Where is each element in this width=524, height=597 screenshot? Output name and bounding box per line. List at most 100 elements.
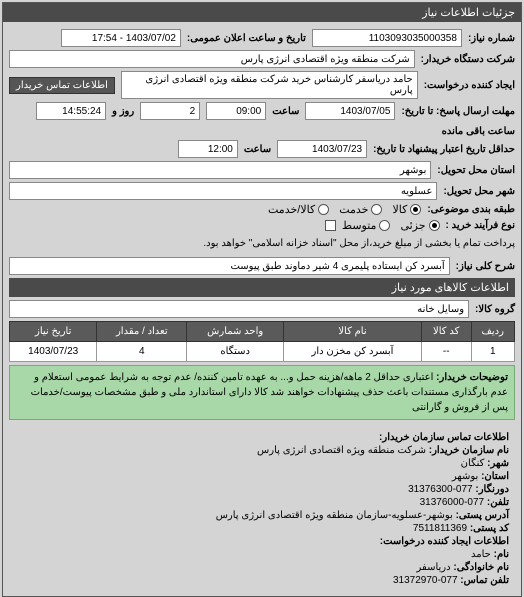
note-label: توضیحات خریدار: (436, 372, 508, 383)
info-key: نام خانوادگی: (453, 562, 509, 573)
contact-button[interactable]: اطلاعات تماس خریدار (9, 77, 115, 94)
info-value: دریاسفر (417, 562, 454, 573)
radio-icon (429, 220, 440, 231)
row-city: شهر محل تحویل: عسلویه (9, 182, 515, 200)
row-province: استان محل تحویل: بوشهر (9, 161, 515, 179)
creator-value: حامد دریاسفر کارشناس خرید شرکت منطقه ویژ… (121, 71, 418, 99)
info-value: حامد (471, 549, 494, 560)
row-creator: ایجاد کننده درخواست: حامد دریاسفر کارشنا… (9, 71, 515, 99)
info-key: آدرس پستی: (456, 510, 509, 521)
row-req-no: شماره نیاز: 1103093035000358 تاریخ و ساع… (9, 29, 515, 47)
panel-title: جزئیات اطلاعات نیاز (3, 3, 521, 22)
items-section-title: اطلاعات کالاهای مورد نیاز (9, 278, 515, 297)
creator-label: ایجاد کننده درخواست: (424, 80, 515, 91)
info-key: تلفن تماس: (460, 575, 509, 586)
province-value: بوشهر (9, 161, 431, 179)
info-value: بوشهر (452, 471, 481, 482)
proc-note: پرداخت تمام یا بخشی از مبلغ خرید،از محل … (203, 238, 515, 249)
proc-radio-group: جزئی متوسط (342, 219, 440, 232)
remain-days-label: روز و (112, 106, 134, 117)
info-line: شهر: کنگان (15, 458, 509, 469)
info-line: دورنگار: 077-31376300 (15, 484, 509, 495)
group-value: وسایل خانه (9, 300, 469, 318)
city-label: شهر محل تحویل: (443, 186, 515, 197)
deadline-label: مهلت ارسال پاسخ: تا تاریخ: (401, 106, 515, 117)
table-cell: -- (421, 342, 471, 362)
row-category: طبقه بندی موضوعی: کالا خدمت کالا/خدمت (9, 203, 515, 216)
deadline-time-label: ساعت (272, 106, 299, 117)
row-group: گروه کالا: وسایل خانه (9, 300, 515, 318)
items-table: ردیفکد کالانام کالاواحد شمارشتعداد / مقد… (9, 321, 515, 362)
info-key: تلفن: (487, 497, 509, 508)
radio-option[interactable]: کالا/خدمت (268, 203, 329, 216)
table-cell: 1403/07/23 (10, 342, 97, 362)
desc-value: آبسرد کن ایستاده پلیمری 4 شیر دماوند طبق… (9, 257, 450, 275)
remain-time: 14:55:24 (36, 102, 106, 120)
radio-icon (410, 204, 421, 215)
validity-label: حداقل تاریخ اعتبار پیشنهاد تا تاریخ: (373, 144, 515, 155)
info-line: کد پستی: 7511811369 (15, 523, 509, 534)
buyer-notes-box: توضیحات خریدار: اعتباری حداقل 2 ماهه/هزی… (9, 365, 515, 420)
radio-label: متوسط (342, 219, 377, 232)
info-line: استان: بوشهر (15, 471, 509, 482)
radio-label: کالا/خدمت (268, 203, 315, 216)
radio-label: جزئی (400, 219, 425, 232)
radio-option[interactable]: کالا (392, 203, 421, 216)
radio-option[interactable]: متوسط (342, 219, 391, 232)
table-header: کد کالا (421, 322, 471, 342)
deadline-date: 1403/07/05 (305, 102, 395, 120)
info-line: تلفن: 077-31376000 (15, 497, 509, 508)
buyer-value: شرکت منطقه ویژه اقتصادی انرژی پارس (9, 50, 415, 68)
group-label: گروه کالا: (475, 304, 515, 315)
table-header: نام کالا (284, 322, 422, 342)
table-cell: 4 (97, 342, 187, 362)
buyer-label: شرکت دستگاه خریدار: (421, 54, 515, 65)
info-line: آدرس پستی: بوشهر-عسلویه-سازمان منطقه ویژ… (15, 510, 509, 521)
radio-icon (318, 204, 329, 215)
table-row: 1--آبسرد کن مخزن داردستگاه41403/07/23 (10, 342, 515, 362)
announce-label: تاریخ و ساعت اعلان عمومی: (187, 33, 306, 44)
info-line: نام سازمان خریدار: شرکت منطقه ویژه اقتصا… (15, 445, 509, 456)
table-header: ردیف (471, 322, 514, 342)
row-deadline: مهلت ارسال پاسخ: تا تاریخ: 1403/07/05 سا… (9, 102, 515, 137)
contact-section: اطلاعات تماس سازمان خریدار: نام سازمان خ… (9, 426, 515, 592)
radio-label: کالا (392, 203, 407, 216)
panel-body: شماره نیاز: 1103093035000358 تاریخ و ساع… (3, 22, 521, 596)
announce-value: 1403/07/02 - 17:54 (61, 29, 181, 47)
req-no-label: شماره نیاز: (468, 33, 515, 44)
province-label: استان محل تحویل: (437, 165, 515, 176)
info-line: نام: حامد (15, 549, 509, 560)
info-value: 077-31376000 (420, 497, 487, 508)
treasury-checkbox[interactable] (325, 220, 336, 231)
info-value: بوشهر-عسلویه-سازمان منطقه ویژه اقتصادی ا… (216, 510, 456, 521)
remain-days: 2 (140, 102, 200, 120)
creator-contact-title: اطلاعات ایجاد کننده درخواست: (380, 536, 509, 547)
info-line: نام خانوادگی: دریاسفر (15, 562, 509, 573)
info-key: نام: (494, 549, 509, 560)
info-line: تلفن تماس: 077-31372970 (15, 575, 509, 586)
table-cell: 1 (471, 342, 514, 362)
remain-time-label: ساعت باقی مانده (442, 126, 515, 137)
info-value: شرکت منطقه ویژه اقتصادی انرژی پارس (257, 445, 429, 456)
row-buyer: شرکت دستگاه خریدار: شرکت منطقه ویژه اقتص… (9, 50, 515, 68)
info-key: استان: (481, 471, 509, 482)
contact-title: اطلاعات تماس سازمان خریدار: (379, 432, 509, 443)
category-label: طبقه بندی موضوعی: (427, 204, 515, 215)
info-key: نام سازمان خریدار: (429, 445, 509, 456)
row-validity: حداقل تاریخ اعتبار پیشنهاد تا تاریخ: 140… (9, 140, 515, 158)
validity-date: 1403/07/23 (277, 140, 367, 158)
radio-option[interactable]: جزئی (400, 219, 439, 232)
radio-label: خدمت (339, 203, 368, 216)
deadline-time: 09:00 (206, 102, 266, 120)
radio-option[interactable]: خدمت (339, 203, 382, 216)
category-radio-group: کالا خدمت کالا/خدمت (268, 203, 421, 216)
table-cell: دستگاه (187, 342, 284, 362)
info-value: 077-31376300 (408, 484, 475, 495)
info-key: شهر: (487, 458, 509, 469)
table-cell: آبسرد کن مخزن دار (284, 342, 422, 362)
validity-time-label: ساعت (244, 144, 271, 155)
table-header: تعداد / مقدار (97, 322, 187, 342)
details-panel: جزئیات اطلاعات نیاز شماره نیاز: 11030930… (2, 2, 522, 597)
city-value: عسلویه (9, 182, 437, 200)
info-value: کنگان (461, 458, 487, 469)
